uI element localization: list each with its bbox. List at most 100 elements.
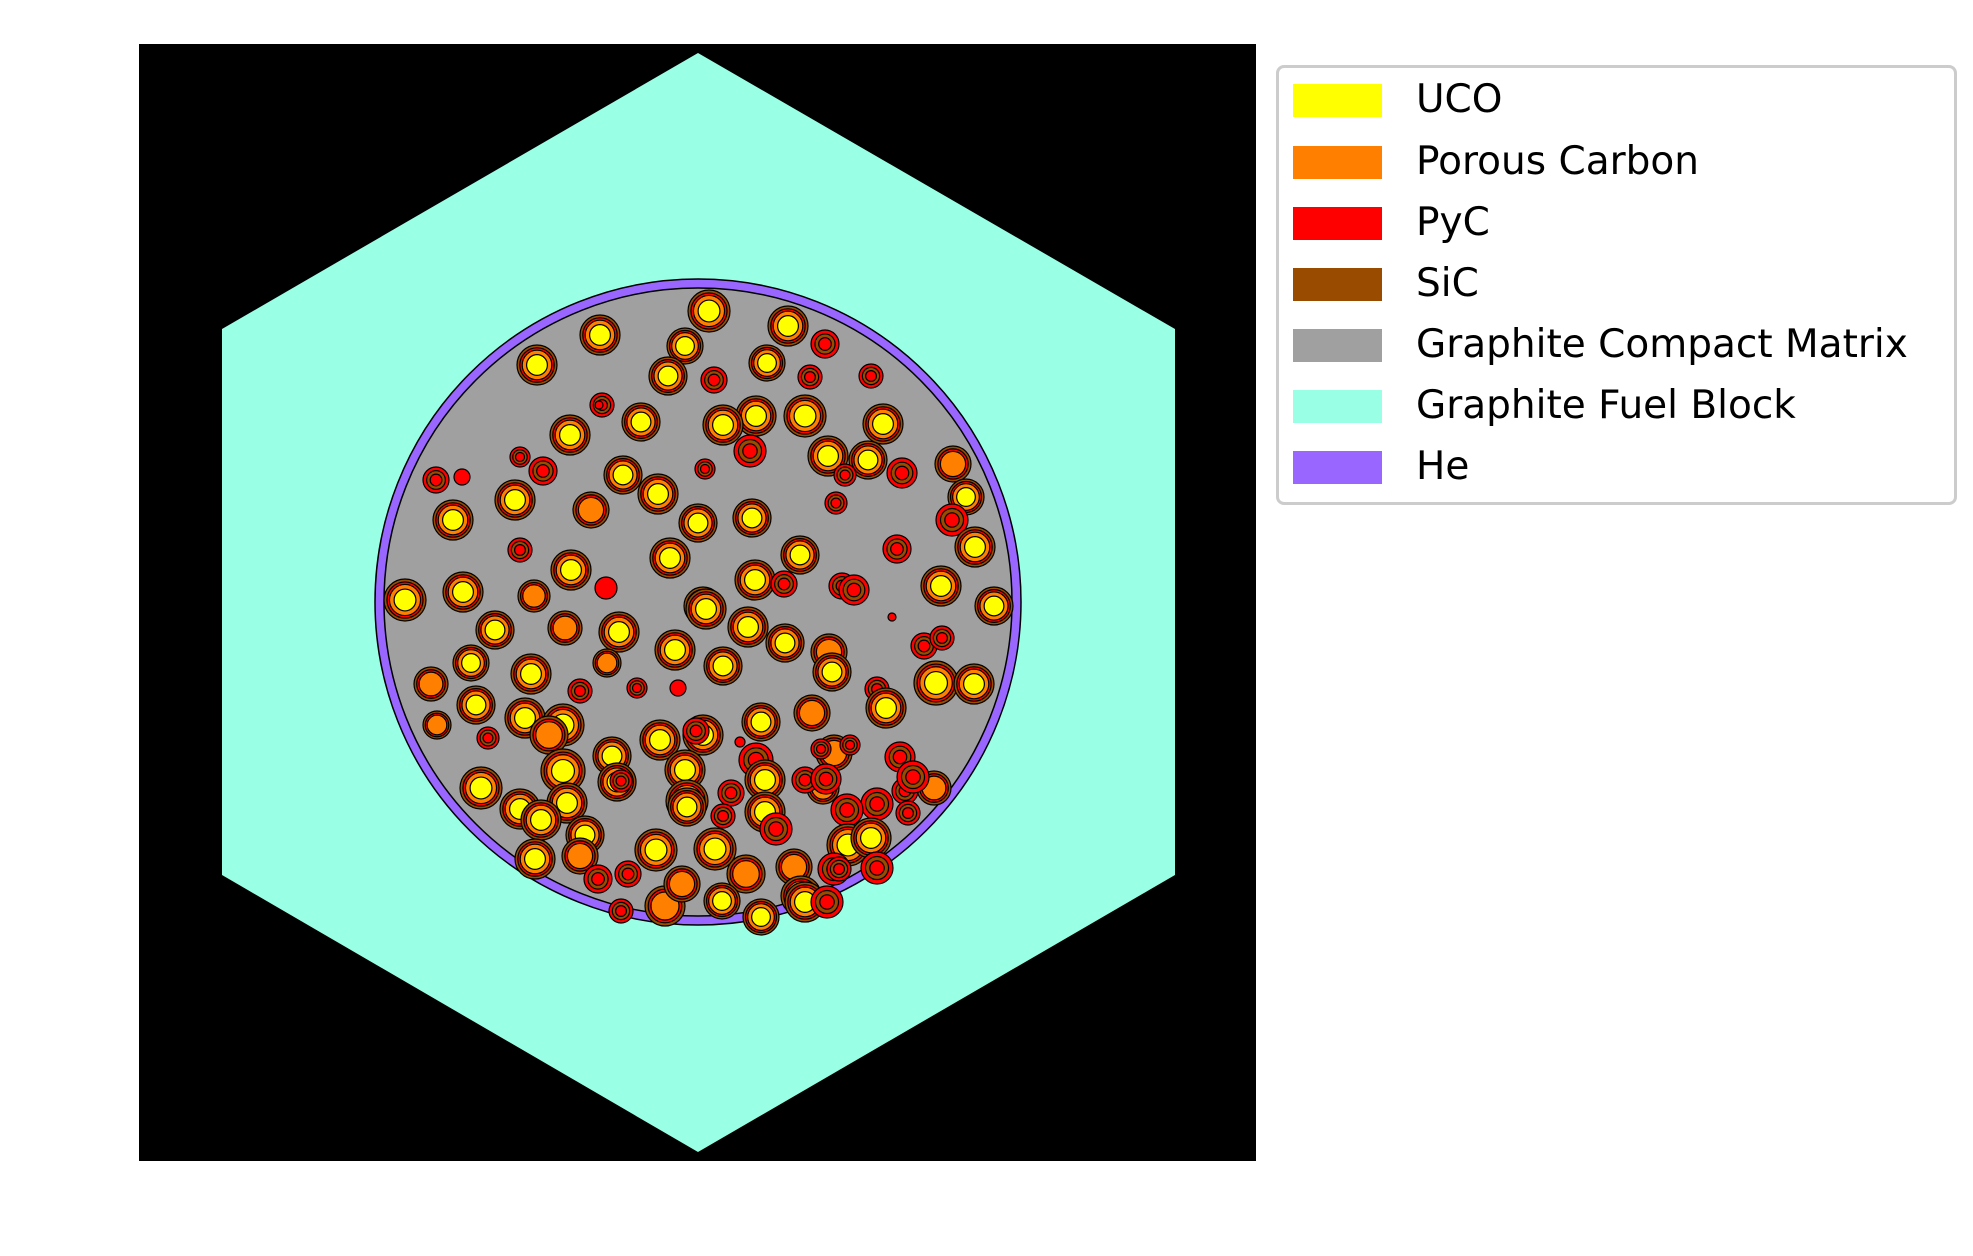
legend-item-porous-carbon: Porous Carbon (1293, 142, 1699, 182)
particle-pyc-layer (839, 802, 855, 818)
particle-kernel (461, 653, 481, 673)
particle-kernel (607, 620, 630, 643)
legend-label-porous-carbon: Porous Carbon (1416, 139, 1699, 184)
particle-kernel (465, 694, 487, 716)
particle-pyc-layer (591, 872, 605, 886)
legend-swatch-uco (1293, 83, 1382, 117)
particle-kernel (757, 353, 777, 373)
particle-kernel (513, 706, 536, 729)
particle-buffer-layer (939, 450, 967, 478)
particle-kernel (694, 597, 717, 620)
particle-kernel (676, 796, 698, 818)
particle-buffer-layer (552, 615, 578, 641)
particle-pyc-layer (798, 773, 812, 787)
particle-pyc-layer (631, 682, 643, 694)
legend-item-uco: UCO (1293, 80, 1502, 120)
particle-pyc-layer (594, 400, 604, 410)
particle-pyc-layer (944, 512, 960, 528)
triso-particles (383, 289, 1014, 936)
particle-pyc-layer (869, 860, 885, 876)
legend-label-uco: UCO (1416, 77, 1503, 122)
particle-pyc-layer (818, 337, 832, 351)
legend-item-graphite-fuel-block: Graphite Fuel Block (1293, 386, 1796, 426)
legend-item-graphite-compact-matrix: Graphite Compact Matrix (1293, 325, 1908, 365)
particle-pyc-layer (536, 464, 550, 478)
particle-kernel (469, 776, 493, 800)
particle-kernel (558, 424, 581, 447)
particle-kernel (519, 662, 542, 685)
legend-swatch-porous-carbon (1293, 145, 1382, 179)
particle-kernel (857, 449, 879, 471)
particle-kernel (962, 672, 985, 695)
particle-pyc-layer (716, 809, 729, 822)
particle-pyc-layer (818, 771, 834, 787)
particle-kernel (687, 512, 709, 534)
particle-buffer-layer (668, 870, 696, 898)
particle-kernel (703, 837, 727, 861)
particle-kernel (630, 411, 652, 433)
legend-item-he: He (1293, 447, 1469, 487)
particle-pyc-layer (669, 679, 687, 697)
particle-kernel (657, 365, 679, 387)
particle-pyc-layer (901, 806, 914, 819)
particle-kernel (525, 354, 548, 377)
legend-swatch-pyc (1293, 206, 1382, 240)
particle-buffer-layer (522, 584, 546, 608)
particle-kernel (774, 632, 796, 654)
particle-kernel (793, 404, 817, 428)
particle-kernel (452, 580, 475, 603)
particle-kernel (751, 907, 771, 927)
particle-buffer-layer (596, 652, 618, 674)
particle-pyc-layer (768, 821, 784, 837)
particle-buffer-layer (418, 671, 444, 697)
particle-pyc-layer (830, 497, 842, 509)
particle-kernel (750, 711, 772, 733)
particle-pyc-layer (935, 631, 948, 644)
particle-kernel (675, 336, 695, 356)
particle-kernel (484, 619, 506, 641)
particle-pyc-layer (429, 473, 443, 487)
particle-pyc-layer (707, 373, 721, 387)
legend: UCO Porous Carbon PyC SiC Graphite Compa… (1276, 65, 1957, 505)
particle-kernel (673, 758, 696, 781)
legend-swatch-graphite-fuel-block (1293, 389, 1382, 423)
particle-kernel (874, 696, 897, 719)
legend-label-graphite-fuel-block: Graphite Fuel Block (1416, 383, 1796, 428)
particle-pyc-layer (832, 862, 845, 875)
particle-pyc-layer (869, 796, 885, 812)
particle-kernel (956, 487, 976, 507)
particle-pyc-layer (689, 724, 703, 738)
particle-pyc-layer (453, 468, 471, 486)
particle-buffer-layer (577, 496, 605, 524)
legend-label-sic: SiC (1416, 261, 1479, 306)
particle-kernel (612, 464, 634, 486)
particle-pyc-layer (573, 684, 586, 697)
legend-swatch-sic (1293, 267, 1382, 301)
particle-kernel (983, 595, 1005, 617)
particle-kernel (644, 838, 668, 862)
particle-kernel (871, 413, 894, 436)
particle-kernel (663, 638, 686, 661)
particle-buffer-layer (535, 721, 563, 749)
particle-kernel (741, 507, 763, 529)
particle-pyc-layer (742, 443, 758, 459)
particle-kernel (559, 558, 582, 581)
particle-pyc-layer (905, 769, 921, 785)
particle-kernel (658, 546, 681, 569)
particle-kernel (529, 808, 552, 831)
particle-kernel (648, 728, 671, 751)
particle-pyc-layer (864, 370, 877, 383)
particle-kernel (697, 299, 721, 323)
particle-pyc-layer (815, 743, 827, 755)
particle-kernel (789, 544, 811, 566)
particle-pyc-layer (699, 463, 711, 475)
particle-kernel (859, 826, 882, 849)
particle-kernel (736, 615, 759, 638)
particle-pyc-layer (482, 732, 494, 744)
legend-item-pyc: PyC (1293, 203, 1490, 243)
particle-kernel (712, 891, 732, 911)
particle-kernel (442, 509, 465, 532)
particle-pyc-layer (621, 867, 635, 881)
